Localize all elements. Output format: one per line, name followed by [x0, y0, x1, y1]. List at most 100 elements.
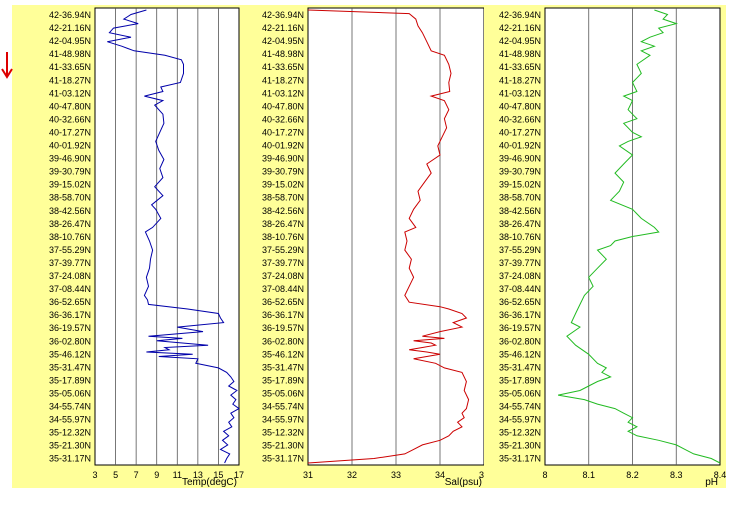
y-tick-label: 42-04.95N: [49, 36, 91, 46]
y-tick-label: 35-31.47N: [262, 362, 304, 372]
y-tick-label: 41-33.65N: [499, 62, 541, 72]
y-tick-label: 40-47.80N: [49, 101, 91, 111]
y-tick-label: 40-47.80N: [499, 101, 541, 111]
y-tick-label: 41-03.12N: [262, 88, 304, 98]
y-tick-label: 42-04.95N: [499, 36, 541, 46]
x-tick-label: 11: [173, 470, 182, 480]
y-tick-label: 42-21.16N: [262, 23, 304, 33]
y-tick-label: 38-58.70N: [49, 193, 91, 203]
y-tick-label: 35-31.47N: [49, 362, 91, 372]
plot-area-1: [94, 7, 240, 466]
y-tick-label: 39-15.02N: [49, 180, 91, 190]
x-tick-label: 15: [213, 470, 223, 480]
y-tick-label: 36-02.80N: [262, 336, 304, 346]
y-tick-label: 35-31.47N: [499, 362, 541, 372]
y-tick-label: 35-46.12N: [262, 349, 304, 359]
y-tick-label: 40-01.92N: [262, 141, 304, 151]
y-tick-label: 35-21.30N: [499, 441, 541, 451]
y-tick-label: 37-39.77N: [49, 258, 91, 268]
x-tick-label: 34: [435, 470, 445, 480]
y-tick-label: 35-12.32N: [262, 428, 304, 438]
x-tick-label: 9: [154, 470, 159, 480]
y-tick-label: 40-47.80N: [262, 101, 304, 111]
y-tick-label: 39-30.79N: [49, 167, 91, 177]
y-tick-label: 41-48.98N: [499, 49, 541, 59]
y-tick-label: 42-21.16N: [499, 23, 541, 33]
y-tick-label: 35-17.89N: [499, 375, 541, 385]
y-tick-label: 41-03.12N: [499, 88, 541, 98]
x-axis-label: Temp(degC): [182, 477, 237, 488]
x-tick-label: 33: [391, 470, 401, 480]
y-tick-label: 38-42.56N: [49, 206, 91, 216]
x-tick-label: 31: [303, 470, 313, 480]
y-tick-label: 41-18.27N: [262, 75, 304, 85]
y-tick-label: 36-19.57N: [262, 323, 304, 333]
y-tick-label: 36-36.17N: [49, 310, 91, 320]
down-arrow-icon: [1, 52, 13, 79]
y-tick-label: 34-55.97N: [262, 415, 304, 425]
x-tick-label: 7: [134, 470, 139, 480]
x-axis-label: Sal(psu): [445, 477, 482, 488]
y-tick-label: 36-02.80N: [49, 336, 91, 346]
y-tick-label: 38-10.76N: [49, 232, 91, 242]
y-tick-label: 39-15.02N: [499, 180, 541, 190]
series-line-3: [557, 9, 721, 464]
y-tick-label: 35-17.89N: [262, 375, 304, 385]
y-tick-label: 40-17.27N: [499, 127, 541, 137]
y-tick-label: 37-24.08N: [49, 271, 91, 281]
y-tick-label: 36-36.17N: [499, 310, 541, 320]
y-tick-label: 41-18.27N: [499, 75, 541, 85]
y-tick-label: 37-39.77N: [262, 258, 304, 268]
x-tick-label: 8.2: [626, 470, 639, 480]
x-tick-label: 8: [542, 470, 547, 480]
y-tick-label: 36-02.80N: [499, 336, 541, 346]
y-tick-label: 41-48.98N: [49, 49, 91, 59]
y-tick-label: 37-08.44N: [262, 284, 304, 294]
y-tick-label: 35-31.17N: [262, 454, 304, 464]
x-tick-label: 32: [347, 470, 357, 480]
y-tick-label: 34-55.74N: [49, 402, 91, 412]
y-tick-label: 35-21.30N: [49, 441, 91, 451]
x-axis-label: pH: [705, 477, 718, 488]
y-tick-label: 40-17.27N: [49, 127, 91, 137]
y-tick-label: 38-10.76N: [499, 232, 541, 242]
y-tick-label: 36-36.17N: [262, 310, 304, 320]
y-tick-label: 42-36.94N: [262, 10, 304, 20]
y-tick-label: 37-08.44N: [499, 284, 541, 294]
y-tick-label: 42-36.94N: [499, 10, 541, 20]
x-tick-label: 8.3: [670, 470, 683, 480]
x-tick-label: 13: [193, 470, 203, 480]
y-tick-label: 39-46.90N: [499, 154, 541, 164]
y-tick-label: 38-26.47N: [262, 219, 304, 229]
y-tick-label: 37-55.29N: [499, 245, 541, 255]
series-line-2: [307, 9, 470, 464]
y-tick-label: 39-46.90N: [49, 154, 91, 164]
y-tick-label: 35-05.06N: [499, 388, 541, 398]
y-tick-label: 34-55.97N: [49, 415, 91, 425]
y-tick-label: 35-12.32N: [499, 428, 541, 438]
y-tick-label: 36-52.65N: [262, 297, 304, 307]
x-tick-label: 3: [92, 470, 97, 480]
y-tick-label: 42-21.16N: [49, 23, 91, 33]
y-tick-label: 40-01.92N: [49, 141, 91, 151]
y-tick-label: 34-55.74N: [499, 402, 541, 412]
y-tick-label: 40-01.92N: [499, 141, 541, 151]
x-tick-label: 8.1: [582, 470, 595, 480]
x-tick-label: 17: [234, 470, 244, 480]
series-line-1: [107, 9, 240, 464]
y-tick-label: 35-17.89N: [49, 375, 91, 385]
x-tick-label: 8.4: [714, 470, 727, 480]
y-tick-label: 38-42.56N: [262, 206, 304, 216]
y-tick-label: 38-58.70N: [262, 193, 304, 203]
y-tick-label: 35-21.30N: [262, 441, 304, 451]
y-tick-label: 39-15.02N: [262, 180, 304, 190]
y-tick-label: 41-33.65N: [262, 62, 304, 72]
y-tick-label: 37-08.44N: [49, 284, 91, 294]
y-tick-label: 42-36.94N: [49, 10, 91, 20]
y-tick-label: 36-52.65N: [499, 297, 541, 307]
y-tick-label: 39-30.79N: [499, 167, 541, 177]
y-tick-label: 37-55.29N: [262, 245, 304, 255]
y-tick-label: 35-46.12N: [499, 349, 541, 359]
